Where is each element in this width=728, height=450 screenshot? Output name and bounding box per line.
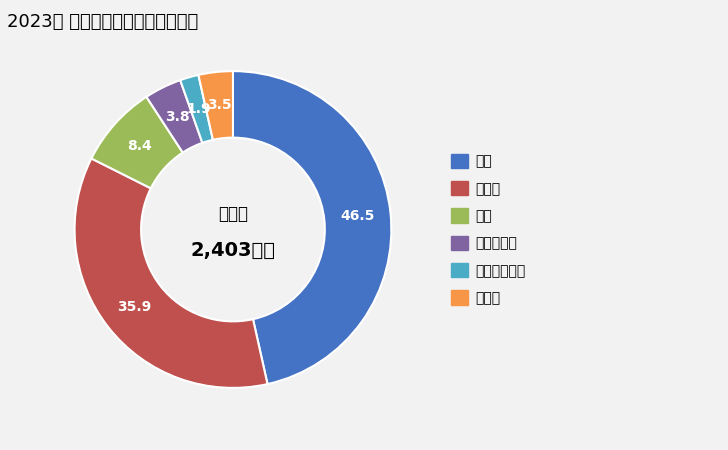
Text: 3.8: 3.8 <box>165 110 190 124</box>
Wedge shape <box>199 71 233 140</box>
Wedge shape <box>74 158 267 388</box>
Legend: 中国, ドイツ, 韓国, マレーシア, インドネシア, その他: 中国, ドイツ, 韓国, マレーシア, インドネシア, その他 <box>446 148 531 310</box>
Text: 2023年 輸出相手国のシェア（％）: 2023年 輸出相手国のシェア（％） <box>7 14 199 32</box>
Text: 3.5: 3.5 <box>207 98 232 112</box>
Wedge shape <box>233 71 392 384</box>
Text: 2,403万円: 2,403万円 <box>191 241 275 260</box>
Wedge shape <box>92 97 183 188</box>
Text: 1.9: 1.9 <box>186 102 210 116</box>
Text: 35.9: 35.9 <box>117 300 151 314</box>
Text: 8.4: 8.4 <box>127 139 152 153</box>
Text: 46.5: 46.5 <box>340 209 374 223</box>
Text: 総　額: 総 額 <box>218 205 248 223</box>
Wedge shape <box>181 75 213 143</box>
Wedge shape <box>146 80 202 153</box>
